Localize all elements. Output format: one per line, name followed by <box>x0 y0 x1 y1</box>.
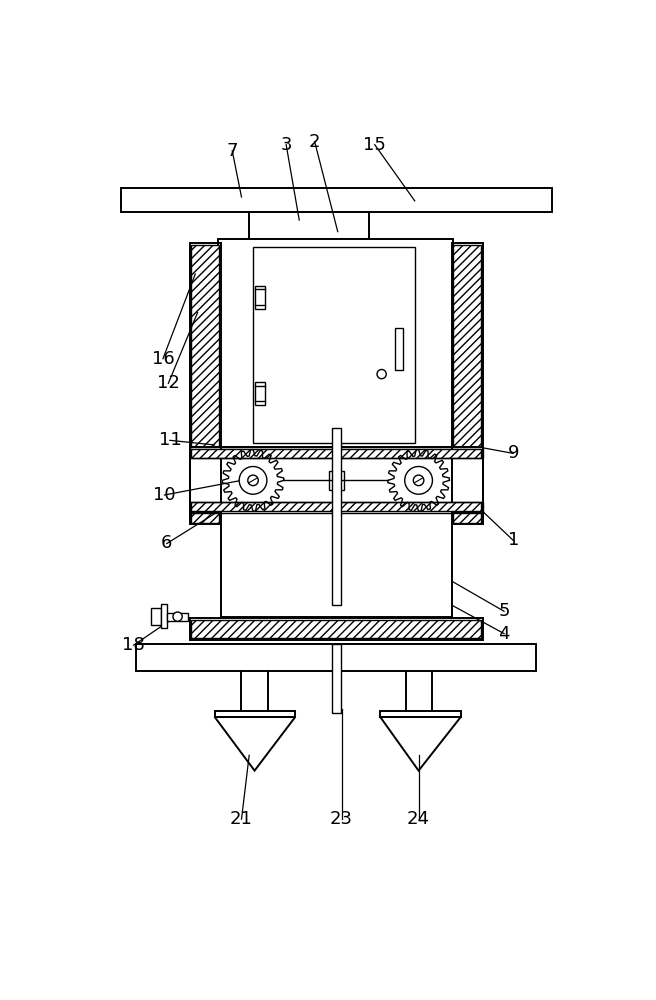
Text: 21: 21 <box>230 810 253 828</box>
Polygon shape <box>388 450 449 511</box>
Bar <box>396 328 403 370</box>
Bar <box>167 613 188 620</box>
Bar <box>190 447 483 458</box>
Text: 7: 7 <box>226 142 238 160</box>
Text: 2: 2 <box>309 133 320 151</box>
Text: 10: 10 <box>154 486 176 504</box>
Bar <box>249 212 369 239</box>
Bar <box>190 243 220 524</box>
Text: 15: 15 <box>363 136 386 154</box>
Bar <box>452 243 483 524</box>
Bar <box>255 286 266 309</box>
Text: 1: 1 <box>508 531 519 549</box>
Text: 24: 24 <box>407 810 430 828</box>
Bar <box>380 711 461 717</box>
Bar <box>190 618 483 640</box>
Text: 18: 18 <box>122 636 145 654</box>
Circle shape <box>248 475 258 486</box>
Text: 3: 3 <box>280 136 292 154</box>
Polygon shape <box>215 717 295 771</box>
Polygon shape <box>222 450 284 511</box>
Text: 11: 11 <box>159 431 181 449</box>
Text: 16: 16 <box>152 350 174 368</box>
Bar <box>190 502 483 513</box>
Circle shape <box>239 466 267 494</box>
Bar <box>331 428 341 605</box>
Bar <box>331 644 341 713</box>
Bar <box>453 245 481 523</box>
Circle shape <box>377 369 386 379</box>
Circle shape <box>173 612 182 621</box>
Bar <box>253 247 415 443</box>
Bar <box>329 471 344 490</box>
Text: 12: 12 <box>157 374 180 392</box>
Bar <box>255 382 266 405</box>
Text: 4: 4 <box>499 625 510 643</box>
Circle shape <box>413 475 424 486</box>
Polygon shape <box>380 717 461 771</box>
Bar <box>192 245 219 523</box>
Bar <box>192 620 481 638</box>
Bar <box>218 239 453 451</box>
Bar <box>215 711 295 717</box>
Text: 23: 23 <box>330 810 353 828</box>
Circle shape <box>405 466 432 494</box>
Bar <box>192 449 481 458</box>
Bar <box>121 188 552 212</box>
Bar <box>190 447 483 513</box>
Bar <box>220 509 452 617</box>
Text: 9: 9 <box>508 444 519 462</box>
Bar <box>192 502 481 511</box>
Bar <box>161 604 167 628</box>
Bar <box>136 644 537 671</box>
Bar <box>152 608 161 625</box>
Text: 5: 5 <box>499 602 510 620</box>
Text: 6: 6 <box>161 534 173 552</box>
